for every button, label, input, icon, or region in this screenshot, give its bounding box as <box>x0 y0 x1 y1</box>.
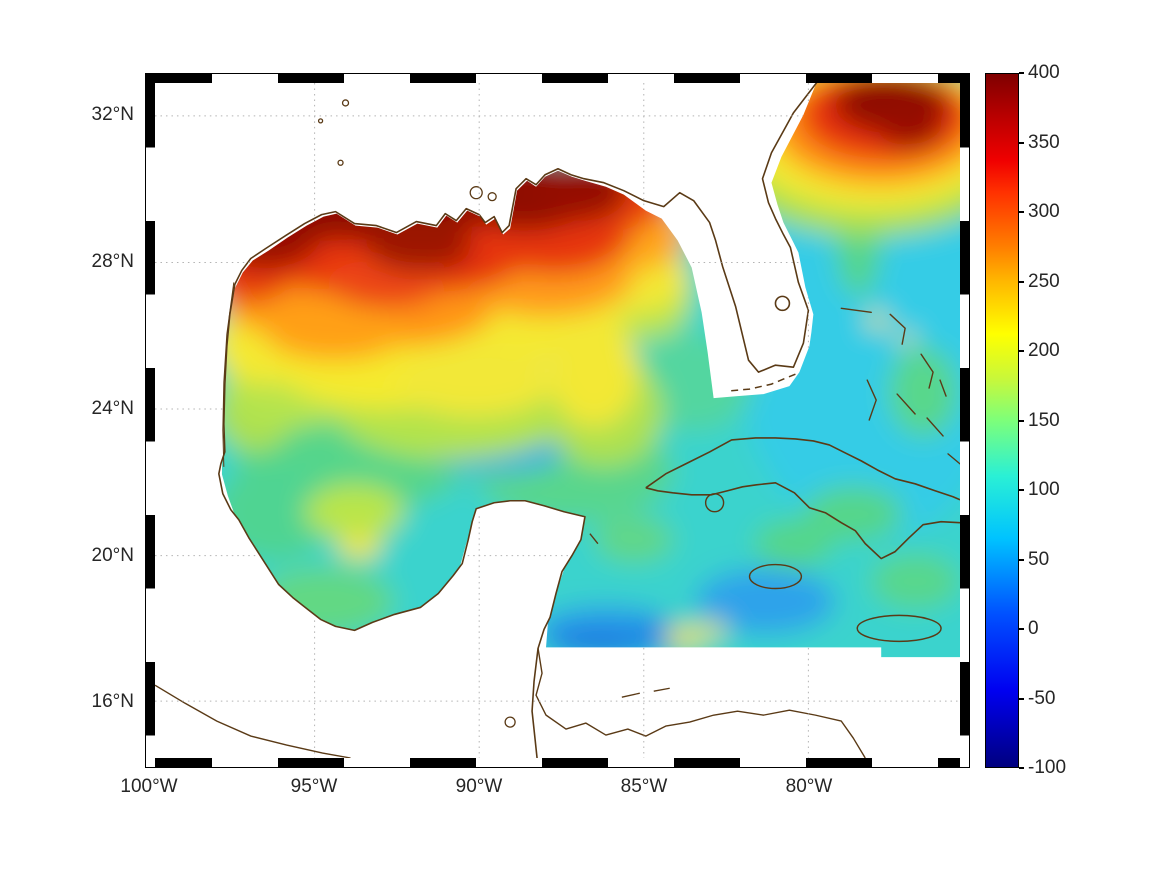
florida-keys-line <box>727 373 796 392</box>
lake-izabal-outline <box>504 716 516 728</box>
colorbar-tick-label: 100 <box>1028 479 1060 500</box>
colorbar-tick <box>1019 767 1024 769</box>
roatan-islands <box>621 687 670 698</box>
lon-tick-label: 80°W <box>785 776 833 797</box>
cuba-outline <box>645 437 960 560</box>
colorbar-tick <box>1019 628 1024 630</box>
coastline-path <box>218 83 818 758</box>
lon-tick-label: 85°W <box>620 776 668 797</box>
jamaica-outline <box>856 614 942 643</box>
lat-tick-label: 16°N <box>91 691 134 712</box>
colorbar-tick-label: 0 <box>1028 618 1039 639</box>
colorbar-tick-label: 350 <box>1028 132 1060 153</box>
colorbar-tick-label: 150 <box>1028 410 1060 431</box>
colorbar-tick-label: -100 <box>1028 757 1067 778</box>
inland-lake-specks <box>317 99 497 202</box>
bahamas-outlines <box>840 307 960 465</box>
colorbar-tick-label: -50 <box>1028 688 1056 709</box>
lat-tick-label: 32°N <box>91 104 134 125</box>
isle-of-youth-outline <box>704 493 725 513</box>
colorbar-tick-label: 300 <box>1028 201 1060 222</box>
texas-lagoon-line <box>222 282 235 467</box>
continent-fill <box>155 83 817 758</box>
lon-tick-label: 100°W <box>120 776 178 797</box>
colorbar-tick <box>1019 72 1024 74</box>
lon-tick-label: 90°W <box>455 776 503 797</box>
colorbar-tick <box>1019 350 1024 352</box>
map-frame <box>145 73 970 768</box>
lat-tick-label: 28°N <box>91 251 134 272</box>
lake-okeechobee-outline <box>774 295 791 312</box>
colorbar-tick <box>1019 142 1024 144</box>
heatmap-svg <box>155 83 960 758</box>
colorbar-tick <box>1019 559 1024 561</box>
colorbar-gradient <box>985 73 1019 768</box>
colorbar-tick <box>1019 489 1024 491</box>
land-layer <box>155 83 960 758</box>
colorbar-tick <box>1019 281 1024 283</box>
colorbar-tick <box>1019 420 1024 422</box>
lat-tick-label: 24°N <box>91 398 134 419</box>
plot-area <box>155 83 960 758</box>
colorbar-tick-label: 250 <box>1028 271 1060 292</box>
cozumel-outline <box>589 533 599 545</box>
colorbar-tick-label: 200 <box>1028 340 1060 361</box>
colorbar-tick-label: 400 <box>1028 62 1060 83</box>
frame-border-right <box>959 74 969 767</box>
graticule <box>155 83 960 758</box>
cayman-outline <box>748 563 803 590</box>
colorbar-tick <box>1019 698 1024 700</box>
colorbar-tick <box>1019 211 1024 213</box>
frame-border-bottom <box>146 757 969 767</box>
lon-tick-label: 95°W <box>290 776 338 797</box>
central-america-coast <box>535 648 866 758</box>
lat-tick-label: 20°N <box>91 545 134 566</box>
pacific-coast <box>155 684 351 758</box>
colorbar-tick-label: 50 <box>1028 549 1050 570</box>
